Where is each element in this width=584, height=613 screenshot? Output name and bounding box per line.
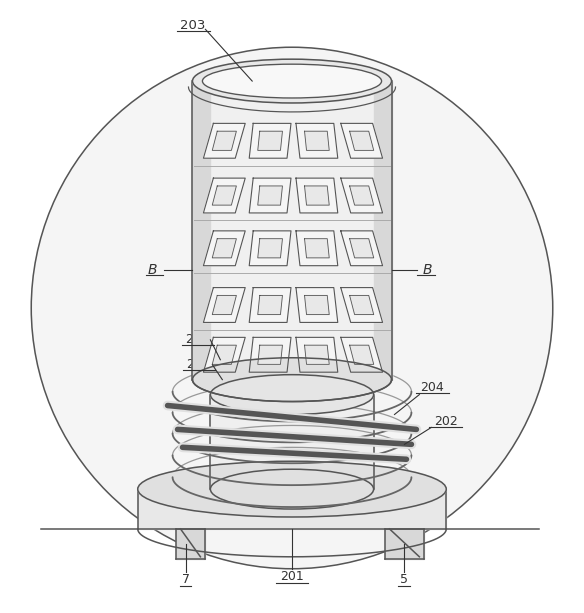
Polygon shape bbox=[304, 238, 329, 258]
Polygon shape bbox=[203, 287, 245, 322]
Polygon shape bbox=[350, 345, 374, 364]
Polygon shape bbox=[249, 231, 291, 265]
Polygon shape bbox=[350, 238, 374, 258]
Polygon shape bbox=[258, 131, 283, 150]
Text: B: B bbox=[148, 263, 158, 277]
Polygon shape bbox=[296, 178, 338, 213]
Polygon shape bbox=[176, 529, 206, 559]
Polygon shape bbox=[258, 238, 283, 258]
Text: 5: 5 bbox=[401, 573, 408, 586]
Polygon shape bbox=[203, 231, 245, 265]
Polygon shape bbox=[304, 186, 329, 205]
Text: 202: 202 bbox=[434, 415, 458, 428]
Polygon shape bbox=[249, 123, 291, 158]
Ellipse shape bbox=[210, 469, 374, 509]
Polygon shape bbox=[304, 295, 329, 314]
Polygon shape bbox=[341, 123, 383, 158]
Polygon shape bbox=[341, 287, 383, 322]
Polygon shape bbox=[212, 186, 237, 205]
Polygon shape bbox=[249, 178, 291, 213]
Polygon shape bbox=[350, 186, 374, 205]
Polygon shape bbox=[212, 295, 237, 314]
Polygon shape bbox=[212, 345, 237, 364]
Text: B: B bbox=[423, 263, 432, 277]
Polygon shape bbox=[258, 186, 283, 205]
Polygon shape bbox=[304, 131, 329, 150]
Bar bbox=[210, 395, 374, 489]
Bar bbox=[193, 81, 391, 379]
Polygon shape bbox=[212, 131, 237, 150]
Polygon shape bbox=[203, 123, 245, 158]
Text: 205: 205 bbox=[186, 358, 210, 371]
Polygon shape bbox=[350, 295, 374, 314]
Polygon shape bbox=[249, 337, 291, 372]
Polygon shape bbox=[296, 123, 338, 158]
Polygon shape bbox=[203, 178, 245, 213]
Polygon shape bbox=[296, 337, 338, 372]
Polygon shape bbox=[384, 529, 425, 559]
Polygon shape bbox=[212, 238, 237, 258]
Ellipse shape bbox=[210, 375, 374, 414]
Polygon shape bbox=[203, 337, 245, 372]
Polygon shape bbox=[341, 337, 383, 372]
Polygon shape bbox=[296, 287, 338, 322]
Polygon shape bbox=[304, 345, 329, 364]
Text: 203: 203 bbox=[180, 19, 205, 32]
Polygon shape bbox=[374, 81, 391, 379]
Ellipse shape bbox=[203, 64, 381, 98]
Polygon shape bbox=[341, 231, 383, 265]
Text: 204: 204 bbox=[420, 381, 444, 394]
Circle shape bbox=[32, 47, 552, 569]
Polygon shape bbox=[350, 131, 374, 150]
Polygon shape bbox=[258, 295, 283, 314]
Text: 7: 7 bbox=[182, 573, 190, 586]
Polygon shape bbox=[296, 231, 338, 265]
Bar bbox=[138, 489, 446, 529]
Polygon shape bbox=[341, 178, 383, 213]
Text: 201: 201 bbox=[280, 570, 304, 583]
Ellipse shape bbox=[193, 358, 391, 402]
Polygon shape bbox=[193, 81, 210, 379]
Text: 206: 206 bbox=[186, 333, 209, 346]
Ellipse shape bbox=[138, 461, 446, 517]
Ellipse shape bbox=[193, 59, 391, 103]
Polygon shape bbox=[249, 287, 291, 322]
Polygon shape bbox=[258, 345, 283, 364]
